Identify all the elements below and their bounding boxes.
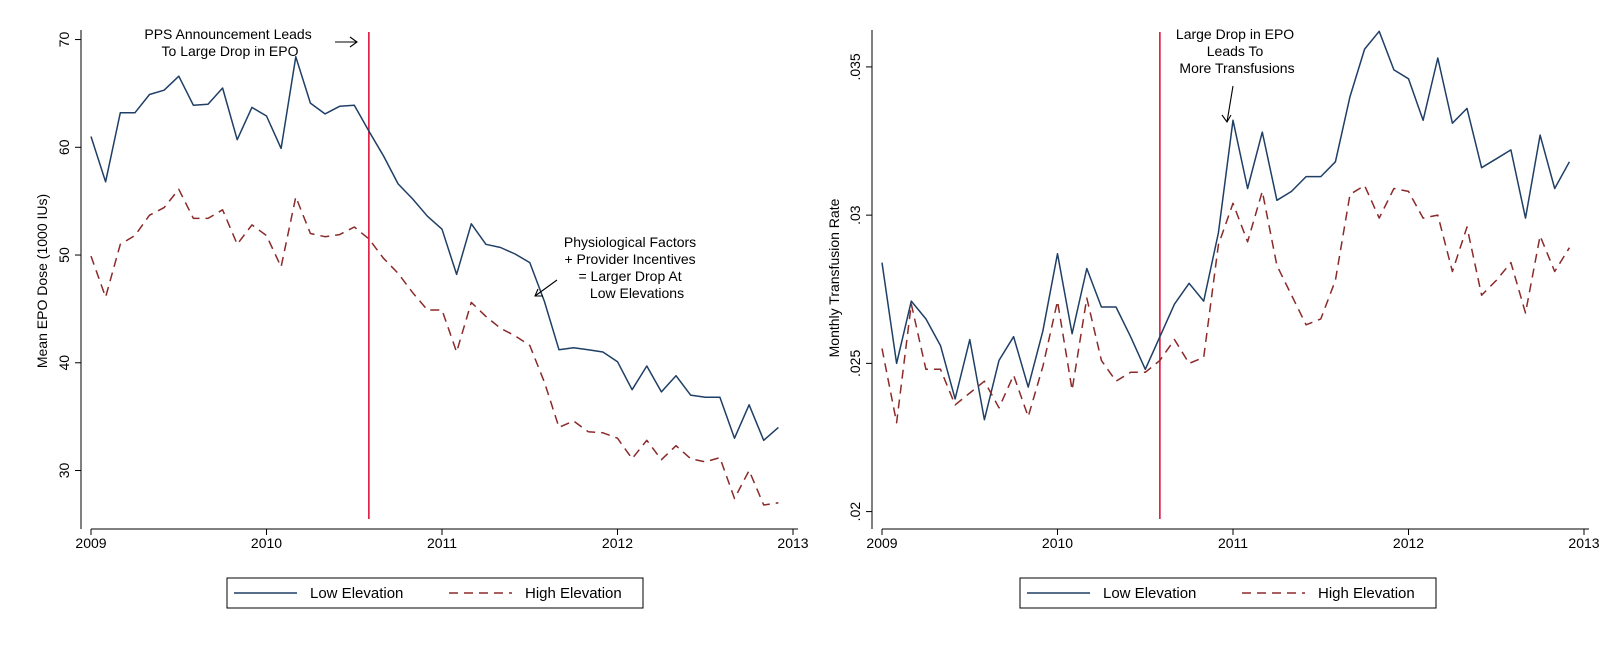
left-x-tick-label: 2009	[75, 535, 106, 551]
annotation-line: Low Elevations	[590, 285, 684, 301]
left-y-tick-label: 50	[56, 247, 72, 263]
annotation-line: Physiological Factors	[564, 234, 696, 250]
left-annotation-pps-arrow	[335, 36, 358, 48]
annotation-line: PPS Announcement Leads	[144, 26, 311, 42]
right-series-group	[881, 30, 1571, 424]
left-x-tick-label: 2011	[427, 535, 457, 551]
right-chart-panel: Monthly Transfusion Rate .02 .025 .03 .035 2…	[826, 26, 1600, 609]
right-y-tick-label: .02	[847, 502, 863, 522]
left-series-high-elevation	[90, 188, 779, 506]
right-x-tick-label: 2012	[1393, 535, 1424, 551]
right-y-axis-label: Monthly Transfusion Rate	[826, 198, 842, 357]
right-series-low-elevation	[881, 30, 1571, 421]
left-series-low-elevation	[90, 56, 779, 442]
left-x-tick-label: 2012	[602, 535, 633, 551]
right-x-tick-label: 2011	[1218, 535, 1248, 551]
annotation-line: To Large Drop in EPO	[162, 43, 299, 59]
left-y-tick-label: 70	[56, 32, 72, 48]
left-annotation-physiological-arrow	[534, 279, 558, 297]
annotation-line: Large Drop in EPO	[1176, 26, 1294, 42]
right-axes: .02 .025 .03 .035 2009 2010 2011 2012 2013	[847, 30, 1600, 551]
left-legend-low-label: Low Elevation	[310, 585, 403, 602]
left-y-axis-label: Mean EPO Dose (1000 IUs)	[34, 194, 50, 368]
right-y-tick-label: .03	[847, 205, 863, 225]
annotation-line: = Larger Drop At	[578, 268, 681, 284]
left-series-group	[90, 56, 779, 506]
right-annotation-transfusions: Large Drop in EPO Leads To More Transfus…	[1176, 26, 1298, 76]
left-annotation-pps: PPS Announcement Leads To Large Drop in …	[144, 26, 315, 59]
right-x-tick-label: 2009	[866, 535, 897, 551]
right-legend: Low Elevation High Elevation	[1019, 577, 1437, 609]
right-legend-high-label: High Elevation	[1318, 585, 1415, 602]
left-legend: Low Elevation High Elevation	[226, 577, 644, 609]
left-x-tick-label: 2013	[777, 535, 808, 551]
left-y-tick-label: 30	[56, 463, 72, 479]
right-y-tick-label: .025	[847, 350, 863, 377]
left-chart-panel: Mean EPO Dose (1000 IUs) 30 40 50 60 70 2009 2…	[34, 26, 809, 609]
left-y-tick-label: 60	[56, 139, 72, 155]
annotation-line: More Transfusions	[1179, 60, 1294, 76]
right-annotation-arrow	[1221, 85, 1234, 124]
left-axes: 30 40 50 60 70 2009 2010 2011 2012 2013	[56, 30, 809, 551]
annotation-line: + Provider Incentives	[564, 251, 695, 267]
left-annotation-physiological: Physiological Factors + Provider Incenti…	[564, 234, 700, 301]
annotation-line: Leads To	[1207, 43, 1264, 59]
right-x-tick-label: 2013	[1568, 535, 1599, 551]
left-y-tick-label: 40	[56, 355, 72, 371]
right-x-tick-label: 2010	[1042, 535, 1073, 551]
right-series-high-elevation	[881, 184, 1571, 424]
right-legend-low-label: Low Elevation	[1103, 585, 1196, 602]
right-y-tick-label: .035	[847, 53, 863, 80]
left-x-tick-label: 2010	[251, 535, 282, 551]
left-legend-high-label: High Elevation	[525, 585, 622, 602]
